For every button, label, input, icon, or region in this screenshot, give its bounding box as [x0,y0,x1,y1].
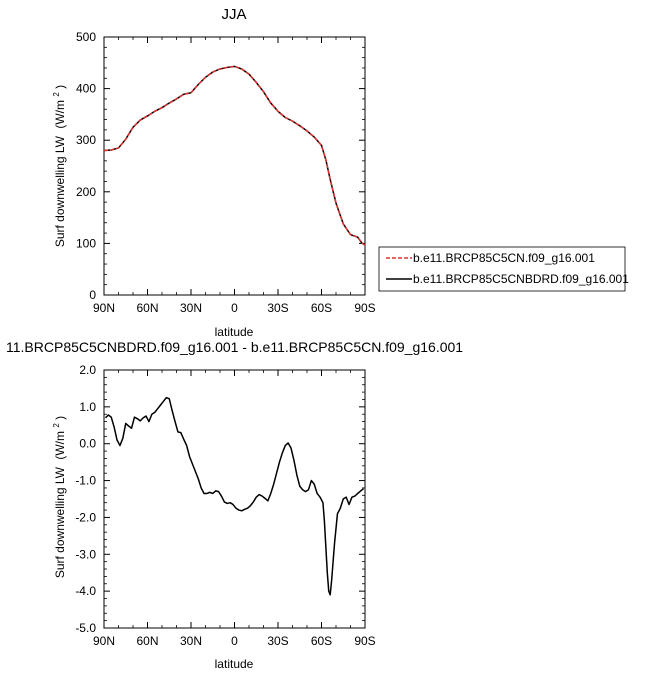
y-tick-label: 300 [76,133,96,147]
y-tick-label: 0.0 [79,437,96,451]
x-tick-label: 90S [354,301,375,315]
x-tick-label: 30S [267,301,288,315]
y-axis-unit: (W/m [53,431,67,460]
x-axis-label: latitude [215,657,254,671]
y-tick-label: 1.0 [79,400,96,414]
series-line [103,65,366,246]
series-group [104,396,365,596]
y-axis-unit-superscript: 2 [52,92,61,97]
y-tick-label: 0 [89,288,96,302]
y-axis-label: Surf downwelling LW (W/m 2 ) [48,85,67,247]
series-group [103,65,366,246]
x-tick-label: 30S [267,634,288,648]
x-tick-label: 30N [180,634,202,648]
y-tick-label: 500 [76,30,96,44]
chart-title: 11.BRCP85C5CNBDRD.f09_g16.001 - b.e11.BR… [6,339,463,355]
y-tick-label: 100 [76,236,96,250]
y-axis-label-text: Surf downwelling LW [53,466,67,578]
legend-entry: b.e11.BRCP85C5CNBDRD.f09_g16.001 [413,272,629,286]
x-tick-labels: 90N 60N 30N 0 30S 60S 90S [93,301,376,315]
x-tick-label: 0 [231,301,238,315]
x-tick-label: 0 [231,634,238,648]
top-panel: JJA 90N 60N 30N 0 30S 60S 90S 0 100 200 300 400 500… [48,6,376,339]
y-axis-label-text: Surf downwelling LW [53,135,67,247]
y-tick-label: 200 [76,185,96,199]
x-tick-label: 90S [354,634,375,648]
y-tick-labels: 2.0 1.0 0.0 -1.0 -2.0 -3.0 -4.0 -5.0 [75,363,96,635]
x-tick-label: 30N [180,301,202,315]
y-axis-unit: (W/m [53,100,67,129]
axis-ticks [103,369,366,629]
x-tick-label: 60N [136,301,158,315]
bottom-panel: 11.BRCP85C5CNBDRD.f09_g16.001 - b.e11.BR… [6,339,463,671]
legend-box [378,246,626,292]
x-tick-label: 90N [93,634,115,648]
y-tick-label: -4.0 [75,584,96,598]
y-tick-label: -5.0 [75,621,96,635]
y-axis-unit-close: ) [53,85,67,89]
plot-frame [103,36,366,296]
series-line [104,396,365,596]
series-line-dashed [103,65,366,246]
x-tick-label: 60S [311,634,332,648]
legend: b.e11.BRCP85C5CN.f09_g16.001 b.e11.BRCP8… [378,246,629,292]
y-axis-unit-superscript: 2 [52,423,61,428]
y-axis-unit-close: ) [53,416,67,420]
y-tick-label: 2.0 [79,363,96,377]
legend-entry: b.e11.BRCP85C5CN.f09_g16.001 [413,251,595,265]
x-tick-label: 60S [311,301,332,315]
y-tick-label: -1.0 [75,474,96,488]
x-axis-label: latitude [215,325,254,339]
y-tick-label: 400 [76,82,96,96]
x-tick-label: 60N [136,634,158,648]
y-tick-labels: 0 100 200 300 400 500 [76,30,96,302]
y-tick-label: -3.0 [75,547,96,561]
plot-frame [103,369,366,629]
x-tick-labels: 90N 60N 30N 0 30S 60S 90S [93,634,376,648]
y-tick-label: -2.0 [75,510,96,524]
x-tick-label: 90N [93,301,115,315]
y-axis-label: Surf downwelling LW (W/m 2 ) [48,416,67,578]
axis-ticks [103,36,366,296]
chart-title: JJA [221,6,246,23]
